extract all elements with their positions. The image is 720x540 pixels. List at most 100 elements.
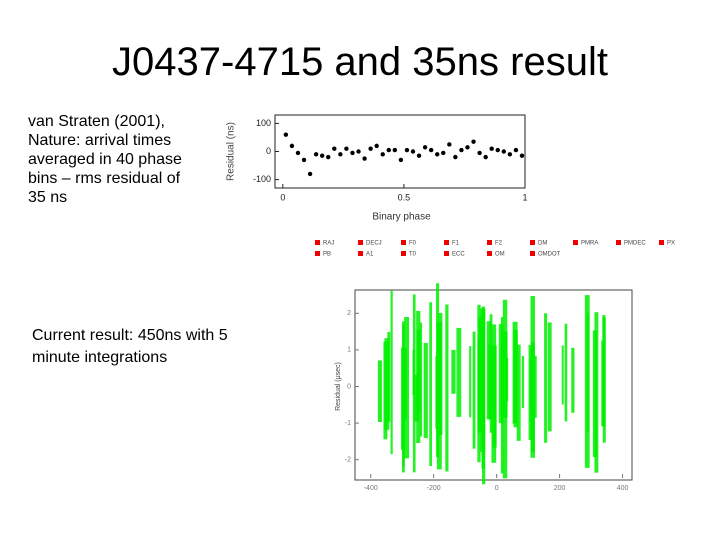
residual-streak — [404, 316, 410, 459]
text-line: Nature: arrival times — [28, 132, 172, 149]
text-line: bins – rms residual of — [28, 170, 181, 187]
data-point — [453, 154, 458, 160]
residual-streak — [584, 295, 590, 468]
bottom-text: Current result: 450ns with 5 minute inte… — [32, 325, 228, 369]
param-box — [401, 240, 406, 245]
param-label: PMDEC — [624, 241, 646, 247]
y-tick-label: 2 — [347, 310, 351, 317]
y-axis-label: Residual (μsec) — [335, 362, 342, 411]
param-label: ECC — [452, 252, 465, 258]
data-point — [356, 149, 361, 154]
x-tick-label: 0 — [280, 192, 285, 202]
residual-streak — [412, 349, 415, 396]
x-axis-label: Binary phase — [372, 212, 431, 223]
data-point — [501, 149, 507, 154]
data-point — [435, 152, 440, 157]
data-point — [447, 142, 452, 147]
y-tick-label: -1 — [345, 420, 351, 427]
residual-streak — [512, 321, 518, 424]
param-label: PMRA — [581, 241, 598, 247]
y-tick-label: 1 — [347, 347, 351, 354]
data-point — [410, 149, 416, 154]
param-box — [315, 240, 320, 245]
residual-streak — [429, 302, 432, 467]
residual-streak — [477, 373, 482, 425]
data-point — [295, 150, 301, 156]
residual-streak — [469, 346, 472, 418]
param-label: PB — [323, 252, 331, 258]
data-point — [386, 147, 391, 153]
param-label: F1 — [452, 241, 460, 247]
residual-streak — [451, 349, 456, 394]
text-line: 35 ns — [28, 189, 68, 206]
residual-streak — [377, 360, 382, 423]
residual-streak — [533, 355, 537, 418]
param-box — [358, 251, 363, 256]
data-point — [307, 171, 313, 177]
data-point — [489, 146, 494, 151]
residual-streak — [521, 356, 525, 409]
residual-streak — [445, 304, 449, 472]
residual-streak — [544, 313, 548, 443]
data-point — [519, 153, 525, 158]
param-label: OMDOT — [538, 252, 561, 258]
residual-streak — [438, 312, 443, 435]
data-point — [374, 143, 379, 149]
y-axis-label: Residual (ns) — [226, 122, 237, 181]
data-point — [362, 156, 367, 161]
param-label: A1 — [366, 252, 374, 258]
data-point — [392, 147, 398, 153]
residual-streak — [502, 299, 508, 479]
data-point — [350, 150, 355, 156]
data-point — [332, 146, 337, 151]
param-box — [530, 251, 535, 256]
residual-streak — [423, 343, 428, 439]
residual-streak — [571, 347, 575, 413]
residual-streak — [402, 324, 405, 467]
data-point — [459, 147, 464, 153]
residual-streak — [420, 322, 423, 437]
data-point — [289, 143, 295, 149]
residual-streak — [436, 283, 440, 458]
residual-streak — [592, 330, 597, 458]
param-label: F0 — [409, 241, 417, 247]
residual-streak — [492, 345, 497, 448]
y-tick-label: 0 — [266, 146, 271, 156]
x-tick-label: 1 — [522, 192, 527, 202]
data-point — [428, 147, 434, 153]
y-tick-label: 100 — [256, 118, 271, 128]
data-point — [483, 154, 488, 160]
data-point — [283, 132, 289, 137]
text-line: minute integrations — [32, 349, 168, 366]
data-point — [380, 152, 385, 157]
data-point — [319, 153, 325, 158]
x-tick-label: -200 — [427, 485, 441, 492]
data-point — [471, 139, 476, 144]
residual-streak — [390, 290, 393, 455]
data-point — [301, 157, 307, 163]
y-tick-label: 0 — [347, 383, 351, 390]
param-box — [659, 240, 664, 245]
plot-frame — [274, 114, 526, 189]
param-box — [573, 240, 578, 245]
param-label: DM — [538, 241, 547, 247]
data-point — [441, 150, 446, 156]
x-tick-label: 0 — [495, 485, 499, 492]
x-tick-label: 400 — [617, 485, 629, 492]
param-box — [616, 240, 621, 245]
residual-streak — [488, 344, 492, 420]
param-label: F2 — [495, 241, 503, 247]
data-point — [507, 152, 513, 157]
residual-streak — [564, 323, 568, 422]
text-line: Current result: 450ns with 5 — [32, 327, 228, 344]
text-line: van Straten (2001), — [28, 113, 165, 130]
param-box — [487, 240, 492, 245]
residual-streak — [416, 310, 421, 444]
data-point — [338, 152, 343, 157]
residual-streak — [500, 340, 504, 420]
data-point — [416, 153, 422, 158]
param-label: DECJ — [366, 241, 382, 247]
param-box — [487, 251, 492, 256]
param-label: T0 — [409, 252, 417, 258]
